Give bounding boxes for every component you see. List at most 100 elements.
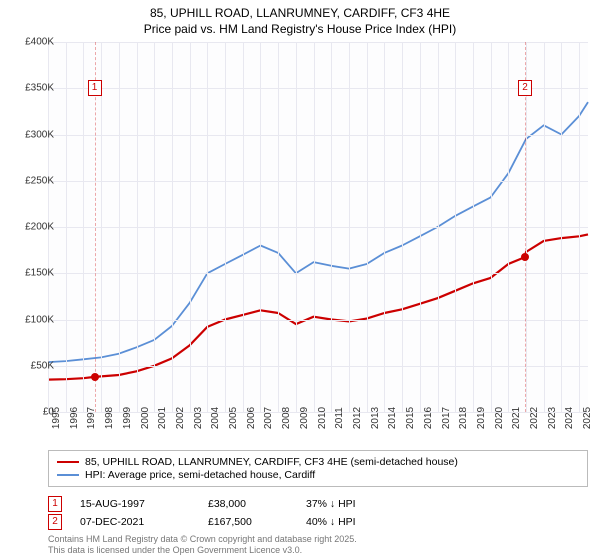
series-price_paid — [48, 234, 588, 379]
x-axis-label: 2018 — [458, 407, 469, 429]
gridline-v — [260, 42, 261, 412]
x-axis-label: 2015 — [405, 407, 416, 429]
gridline-h — [48, 88, 588, 89]
gridline-v — [526, 42, 527, 412]
gridline-v — [137, 42, 138, 412]
marker-dot — [521, 253, 529, 261]
x-axis-label: 2013 — [370, 407, 381, 429]
gridline-v — [154, 42, 155, 412]
marker-dashed-line — [95, 42, 96, 412]
gridline-h — [48, 135, 588, 136]
event-date: 15-AUG-1997 — [80, 498, 190, 510]
x-axis-label: 2001 — [157, 407, 168, 429]
x-axis-label: 1995 — [51, 407, 62, 429]
gridline-h — [48, 273, 588, 274]
y-axis-label: £300K — [10, 129, 54, 140]
legend-label: HPI: Average price, semi-detached house,… — [85, 469, 315, 481]
event-row: 2 07-DEC-2021 £167,500 40% ↓ HPI — [48, 514, 588, 530]
gridline-h — [48, 181, 588, 182]
y-axis-label: £350K — [10, 83, 54, 94]
x-axis-label: 2007 — [263, 407, 274, 429]
event-number-box: 2 — [48, 514, 62, 530]
x-axis-label: 2023 — [547, 407, 558, 429]
title-subtitle: Price paid vs. HM Land Registry's House … — [10, 22, 590, 38]
footnote-line2: This data is licensed under the Open Gov… — [48, 545, 357, 556]
series-hpi — [48, 102, 588, 362]
event-price: £167,500 — [208, 516, 288, 528]
gridline-v — [331, 42, 332, 412]
chart-plot-area: 12 — [48, 42, 588, 412]
x-axis-label: 2017 — [441, 407, 452, 429]
event-number-box: 1 — [48, 496, 62, 512]
gridline-v — [172, 42, 173, 412]
x-axis-label: 2008 — [281, 407, 292, 429]
gridline-h — [48, 227, 588, 228]
x-axis-label: 2021 — [511, 407, 522, 429]
x-axis-label: 2003 — [193, 407, 204, 429]
x-axis-label: 2019 — [476, 407, 487, 429]
gridline-h — [48, 366, 588, 367]
gridline-v — [473, 42, 474, 412]
y-axis-label: £0 — [10, 407, 54, 418]
gridline-v — [101, 42, 102, 412]
gridline-v — [278, 42, 279, 412]
gridline-v — [83, 42, 84, 412]
gridline-v — [314, 42, 315, 412]
marker-number-box: 2 — [518, 80, 532, 96]
gridline-v — [243, 42, 244, 412]
legend-box: 85, UPHILL ROAD, LLANRUMNEY, CARDIFF, CF… — [48, 450, 588, 487]
x-axis-label: 2002 — [175, 407, 186, 429]
x-axis-label: 2011 — [334, 407, 345, 429]
gridline-v — [402, 42, 403, 412]
event-date: 07-DEC-2021 — [80, 516, 190, 528]
y-axis-label: £150K — [10, 268, 54, 279]
y-axis-label: £100K — [10, 314, 54, 325]
x-axis-label: 2022 — [529, 407, 540, 429]
event-row: 115-AUG-1997£38,00037% ↓ HPI — [48, 496, 588, 512]
x-axis-label: 2025 — [582, 407, 593, 429]
x-axis-label: 1998 — [104, 407, 115, 429]
event-delta: 37% ↓ HPI — [306, 498, 396, 510]
title-block: 85, UPHILL ROAD, LLANRUMNEY, CARDIFF, CF… — [0, 0, 600, 39]
marker-dot — [91, 373, 99, 381]
gridline-v — [349, 42, 350, 412]
x-axis-label: 2000 — [140, 407, 151, 429]
legend-swatch — [57, 461, 79, 463]
x-axis-label: 1999 — [122, 407, 133, 429]
footnote-line1: Contains HM Land Registry data © Crown c… — [48, 534, 357, 545]
gridline-v — [119, 42, 120, 412]
gridline-h — [48, 320, 588, 321]
gridline-v — [225, 42, 226, 412]
gridline-v — [455, 42, 456, 412]
x-axis-label: 2014 — [387, 407, 398, 429]
x-axis-label: 1997 — [86, 407, 97, 429]
x-axis-label: 2006 — [246, 407, 257, 429]
x-axis-label: 2004 — [210, 407, 221, 429]
legend-row: 85, UPHILL ROAD, LLANRUMNEY, CARDIFF, CF… — [57, 456, 579, 468]
gridline-v — [438, 42, 439, 412]
y-axis-label: £200K — [10, 222, 54, 233]
x-axis-label: 2005 — [228, 407, 239, 429]
legend-label: 85, UPHILL ROAD, LLANRUMNEY, CARDIFF, CF… — [85, 456, 458, 468]
y-axis-label: £50K — [10, 360, 54, 371]
gridline-v — [508, 42, 509, 412]
title-address: 85, UPHILL ROAD, LLANRUMNEY, CARDIFF, CF… — [10, 6, 590, 22]
gridline-v — [384, 42, 385, 412]
gridline-v — [190, 42, 191, 412]
gridline-v — [561, 42, 562, 412]
marker-dashed-line — [525, 42, 526, 412]
x-axis-label: 2009 — [299, 407, 310, 429]
x-axis-label: 2012 — [352, 407, 363, 429]
gridline-v — [66, 42, 67, 412]
y-axis-label: £400K — [10, 37, 54, 48]
gridline-v — [207, 42, 208, 412]
event-delta: 40% ↓ HPI — [306, 516, 396, 528]
chart-container: 85, UPHILL ROAD, LLANRUMNEY, CARDIFF, CF… — [0, 0, 600, 560]
gridline-h — [48, 42, 588, 43]
gridline-v — [367, 42, 368, 412]
x-axis-label: 2010 — [317, 407, 328, 429]
marker-number-box: 1 — [88, 80, 102, 96]
footnote: Contains HM Land Registry data © Crown c… — [48, 534, 357, 556]
x-axis-label: 2024 — [564, 407, 575, 429]
event-table: 115-AUG-1997£38,00037% ↓ HPI207-DEC-2021… — [48, 494, 588, 532]
